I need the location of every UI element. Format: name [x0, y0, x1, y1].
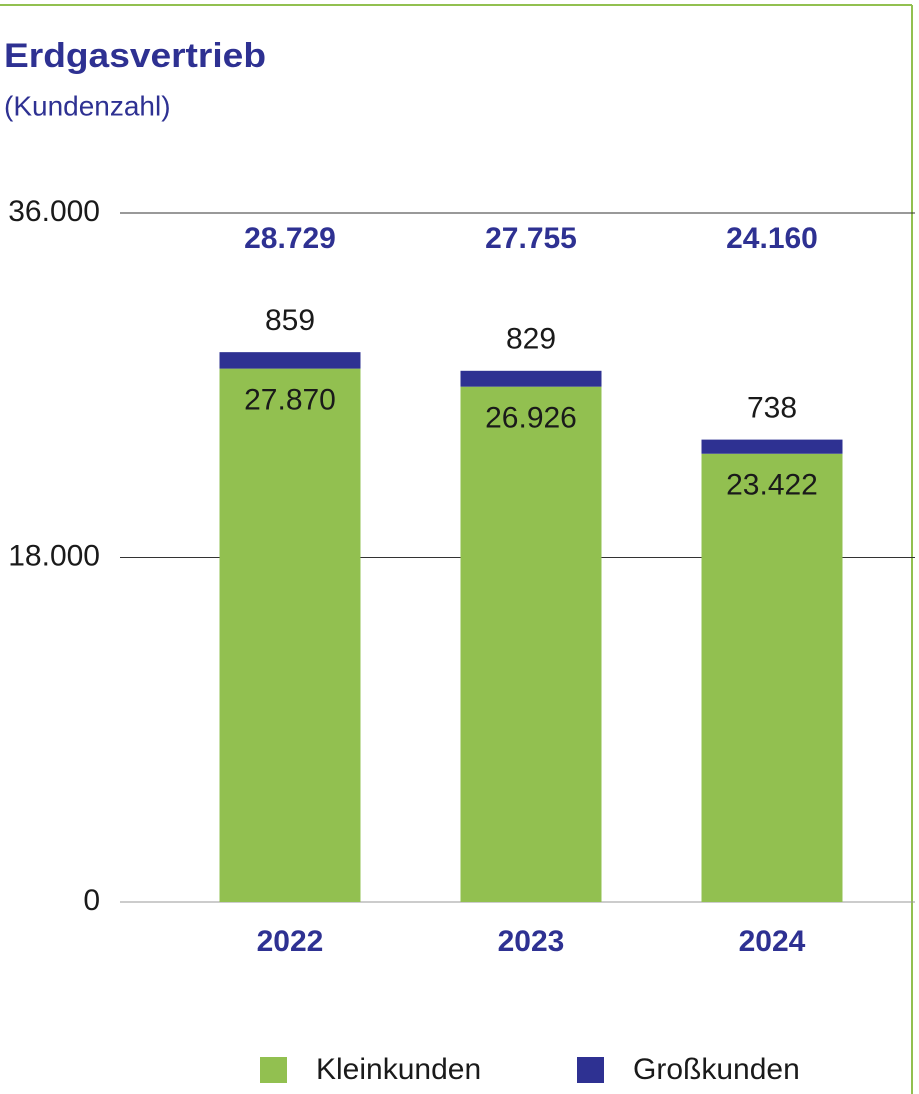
value-label: 859: [265, 304, 315, 337]
total-label: 27.755: [485, 222, 577, 255]
y-tick-label: 36.000: [8, 195, 100, 228]
value-label: 738: [747, 392, 797, 425]
total-label: 28.729: [244, 222, 336, 255]
legend-swatch: [577, 1057, 604, 1083]
y-tick-label: 0: [83, 884, 100, 917]
chart-subtitle: (Kundenzahl): [4, 90, 171, 121]
value-label: 26.926: [485, 402, 577, 435]
bar-segment: [219, 352, 361, 369]
x-tick-label: 2022: [257, 925, 324, 958]
x-tick-label: 2024: [739, 925, 806, 958]
y-tick-label: 18.000: [8, 539, 100, 572]
bar-segment: [460, 386, 602, 903]
total-label: 24.160: [726, 222, 818, 255]
legend-swatch: [260, 1057, 287, 1083]
bar-segment: [460, 370, 602, 387]
value-label: 27.870: [244, 384, 336, 417]
legend-label: Kleinkunden: [316, 1053, 481, 1086]
value-label: 829: [506, 323, 556, 356]
x-tick-label: 2023: [498, 925, 565, 958]
chart-title: Erdgasvertrieb: [4, 37, 266, 75]
bar-segment: [219, 368, 361, 903]
legend-label: Großkunden: [633, 1053, 800, 1086]
bar-segment: [701, 439, 843, 454]
value-label: 23.422: [726, 469, 818, 502]
bar-segment: [701, 453, 843, 902]
